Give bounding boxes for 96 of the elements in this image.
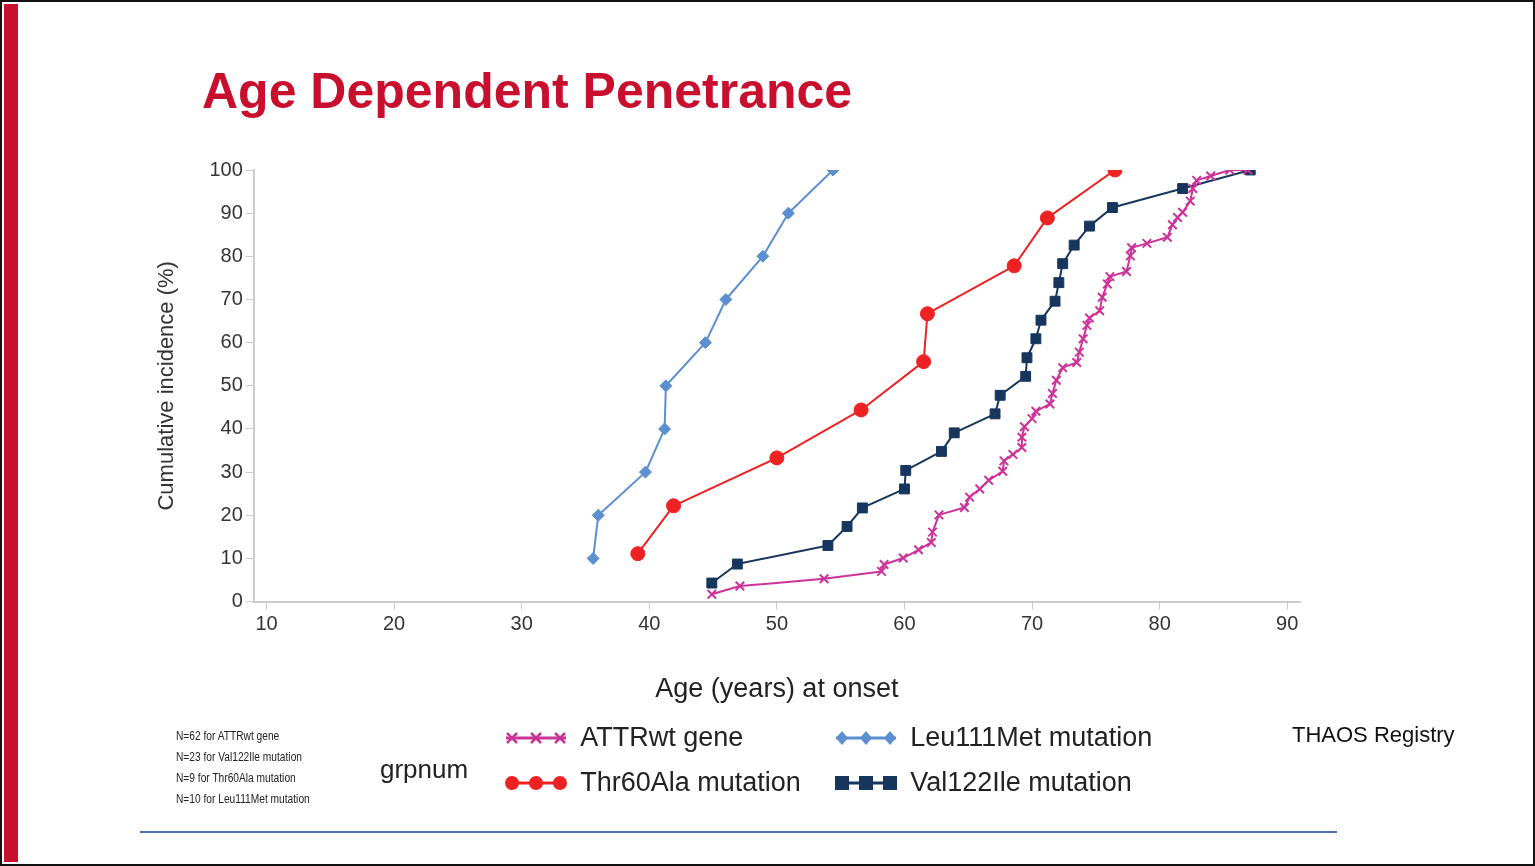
- y-tick-label: 30: [220, 459, 243, 482]
- point: [916, 354, 932, 370]
- point: [706, 577, 718, 589]
- point: [781, 206, 795, 220]
- point: [899, 483, 910, 495]
- point: [630, 546, 646, 562]
- point: [900, 464, 912, 476]
- point: [853, 402, 869, 418]
- point: [1057, 258, 1069, 270]
- point: [1172, 212, 1183, 223]
- point: [734, 580, 746, 592]
- point: [1177, 207, 1188, 218]
- point: [1141, 238, 1153, 249]
- point: [1177, 183, 1189, 195]
- text: N=10 for Leu111Met mutation: [176, 791, 310, 808]
- point: [1077, 333, 1089, 344]
- point: [1167, 219, 1178, 231]
- x-tick-label: 30: [510, 612, 533, 635]
- point: [638, 465, 652, 479]
- legend-label: Leu111Met mutation: [910, 722, 1153, 753]
- x-tick-label: 80: [1148, 612, 1171, 635]
- point: [818, 573, 830, 584]
- point: [822, 540, 834, 551]
- point: [1053, 277, 1065, 289]
- text: N=23 for Val122Ile mutation: [176, 749, 303, 766]
- point: [1068, 239, 1080, 251]
- x-tick-label: 90: [1276, 612, 1299, 635]
- legend-title: grpnum: [380, 754, 469, 785]
- y-tick-label: 20: [220, 502, 243, 525]
- point: [1051, 374, 1062, 386]
- point: [586, 551, 600, 565]
- y-axis-title: Cumulative incidence (%): [153, 261, 179, 511]
- point: [974, 483, 985, 495]
- x-tick-label: 70: [1020, 612, 1044, 635]
- point: [1185, 195, 1196, 207]
- point: [1049, 295, 1061, 307]
- point: [769, 450, 785, 466]
- legend-label: ATTRwt gene: [580, 722, 744, 753]
- point: [1205, 170, 1216, 182]
- point: [666, 498, 682, 514]
- point: [1096, 292, 1108, 303]
- point: [698, 336, 712, 350]
- y-tick-label: 80: [220, 243, 243, 266]
- chart-title: Age Dependent Penetrance: [202, 62, 853, 120]
- y-tick-label: 0: [231, 589, 243, 612]
- point: [964, 491, 975, 503]
- text: N=62 for ATTRwt gene: [176, 728, 281, 745]
- point: [1057, 362, 1068, 373]
- point: [933, 509, 945, 521]
- y-tick-label: 40: [220, 416, 243, 439]
- point: [989, 408, 1001, 420]
- point: [856, 502, 868, 514]
- legend-label: Thr60Ala mutation: [580, 767, 801, 798]
- point: [983, 475, 994, 486]
- point: [1094, 305, 1105, 316]
- text: THAOS Registry: [1292, 722, 1455, 748]
- legend-label: Val122Ile mutation: [910, 767, 1132, 798]
- point: [959, 502, 970, 513]
- point: [1006, 258, 1022, 274]
- x-tick-label: 40: [638, 612, 661, 635]
- point: [841, 521, 853, 532]
- point: [994, 389, 1006, 401]
- point: [1030, 333, 1042, 345]
- point: [913, 544, 924, 556]
- point: [919, 306, 935, 322]
- x-tick-label: 50: [765, 612, 789, 635]
- y-tick-label: 70: [220, 287, 243, 309]
- point: [1106, 202, 1118, 213]
- x-axis-title: Age (years) at onset: [655, 673, 899, 704]
- point: [658, 422, 672, 436]
- point: [1039, 210, 1055, 226]
- point: [1162, 232, 1173, 243]
- text: N=9 for Thr60Ala mutation: [176, 770, 297, 787]
- y-tick-label: 60: [220, 330, 243, 353]
- point: [897, 552, 909, 564]
- x-tick-label: 20: [382, 612, 406, 635]
- point: [948, 427, 960, 439]
- point: [706, 589, 718, 600]
- y-tick-label: 90: [220, 200, 243, 223]
- point: [1084, 220, 1095, 232]
- point: [1035, 314, 1047, 326]
- point: [936, 445, 947, 457]
- point: [731, 558, 743, 570]
- point: [1121, 266, 1132, 277]
- point: [1020, 370, 1032, 382]
- x-tick-label: 10: [255, 612, 278, 635]
- x-tick-label: 60: [893, 612, 916, 635]
- y-tick-label: 100: [209, 157, 243, 180]
- point: [591, 508, 605, 522]
- point: [1021, 352, 1033, 364]
- point: [1007, 449, 1019, 460]
- point: [659, 379, 673, 393]
- point: [719, 292, 733, 306]
- point: [756, 249, 770, 263]
- y-tick-label: 50: [220, 373, 243, 396]
- y-tick-label: 10: [220, 545, 243, 568]
